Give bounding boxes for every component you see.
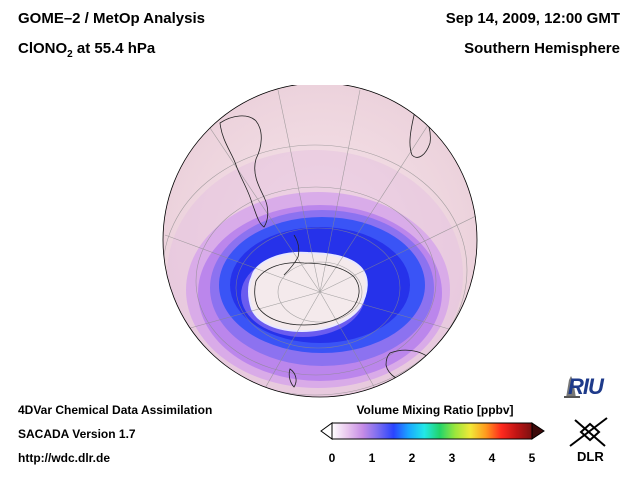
hemisphere-label: Southern Hemisphere bbox=[464, 40, 620, 57]
date-label: Sep 14, 2009, 12:00 GMT bbox=[445, 10, 620, 27]
colorbar-title: Volume Mixing Ratio [ppbv] bbox=[356, 403, 514, 417]
species-name: ClONO bbox=[18, 40, 68, 57]
riu-logo-icon bbox=[564, 376, 580, 398]
globe-outline bbox=[162, 85, 478, 398]
colorbar-tick-label: 2 bbox=[408, 451, 416, 465]
dlr-logo-icon bbox=[569, 417, 608, 447]
colorbar-tick-label: 4 bbox=[488, 451, 496, 465]
globe-map bbox=[162, 85, 478, 398]
riu-logo-text: RIU bbox=[568, 374, 604, 399]
colorbar-tick-label: 0 bbox=[328, 451, 336, 465]
colorbar bbox=[320, 422, 545, 440]
colorbar-tick-label: 5 bbox=[528, 451, 536, 465]
dlr-logo-diamond bbox=[579, 422, 601, 442]
south-america-coast bbox=[219, 115, 269, 228]
map-title: GOME–2 / MetOp Analysis bbox=[18, 10, 205, 27]
colorbar-tick-label: 1 bbox=[368, 451, 376, 465]
meridian-line bbox=[259, 291, 321, 397]
new-zealand-coast bbox=[288, 368, 297, 388]
meridian-line bbox=[277, 89, 321, 293]
meridian-line bbox=[319, 291, 471, 336]
meridian-line bbox=[207, 124, 321, 293]
riu-logo-tower bbox=[566, 376, 576, 398]
graticule bbox=[163, 89, 477, 397]
latitude-line bbox=[235, 227, 401, 349]
riu-logo-base bbox=[564, 396, 580, 398]
species-subscript: 2 bbox=[67, 49, 73, 60]
meridian-line bbox=[319, 214, 477, 293]
colorbar-ramp bbox=[331, 422, 533, 440]
footer-version: SACADA Version 1.7 bbox=[18, 427, 136, 441]
species-label: ClONO2 at 55.4 hPa bbox=[18, 40, 155, 60]
meridian-line bbox=[319, 291, 381, 397]
meridian-line bbox=[164, 291, 321, 336]
meridian-line bbox=[319, 124, 429, 293]
footer-assimilation: 4DVar Chemical Data Assimilation bbox=[18, 403, 213, 417]
colorbar-tick-label: 3 bbox=[448, 451, 456, 465]
field-polar-core bbox=[248, 251, 368, 333]
latitude-line bbox=[163, 144, 468, 396]
dlr-logo-text: DLR bbox=[577, 449, 604, 464]
meridian-line bbox=[164, 234, 321, 293]
colorbar-arrow-right bbox=[531, 422, 545, 440]
species-level: at 55.4 hPa bbox=[72, 40, 156, 57]
dlr-logo-cross-b bbox=[574, 419, 606, 447]
antarctic-peninsula-coast bbox=[283, 234, 300, 276]
antarctica-coast bbox=[254, 262, 360, 326]
meridian-line bbox=[319, 89, 361, 293]
latitude-line bbox=[195, 186, 437, 376]
footer-url[interactable]: http://wdc.dlr.de bbox=[18, 451, 110, 465]
latitude-line bbox=[277, 261, 363, 323]
colorbar-arrow-left bbox=[320, 422, 333, 440]
